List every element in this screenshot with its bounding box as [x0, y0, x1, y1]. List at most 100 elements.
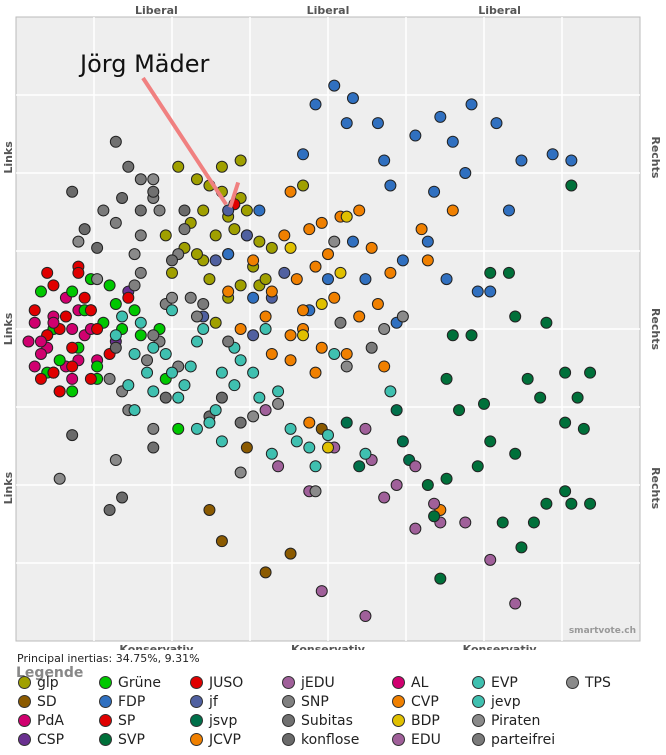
- data-point-piraten: [340, 360, 353, 373]
- legend-swatch: [282, 676, 295, 689]
- data-point-sp: [122, 291, 135, 304]
- annotation-arrow-shaft: [141, 76, 228, 206]
- data-point-jcvp: [353, 310, 366, 323]
- legend-item: BDP: [392, 711, 440, 730]
- legend-item: glp: [18, 673, 59, 692]
- legend-item: jEDU: [282, 673, 335, 692]
- data-point-gr-ne: [103, 279, 116, 292]
- data-point-fdp: [222, 248, 235, 261]
- data-point-edu: [315, 585, 328, 598]
- legend-swatch: [472, 695, 485, 708]
- legend-swatch: [392, 733, 405, 746]
- data-point-konflose: [103, 503, 116, 516]
- data-point-parteifrei: [197, 298, 210, 311]
- data-point-svp: [540, 497, 553, 510]
- data-point-evp: [215, 366, 228, 379]
- legend-item: CSP: [18, 730, 64, 749]
- data-point-edu: [378, 491, 391, 504]
- data-point-pda: [22, 335, 35, 348]
- legend-swatch: [282, 733, 295, 746]
- data-point-piraten: [378, 323, 391, 335]
- data-point-konflose: [66, 429, 79, 442]
- data-point-svp: [534, 391, 547, 404]
- data-point-svp: [440, 372, 453, 385]
- data-point-gr-ne: [134, 329, 147, 342]
- data-point-sd: [240, 441, 253, 454]
- axis-label-bottom: Konservativ: [119, 643, 194, 650]
- data-point-snp: [134, 266, 147, 279]
- data-point-cvp: [371, 298, 384, 311]
- data-point-glp: [159, 229, 172, 242]
- data-point-jevp: [303, 441, 316, 454]
- data-point-svp: [540, 316, 553, 329]
- data-point-svp: [527, 516, 540, 529]
- legend-swatch: [190, 695, 203, 708]
- data-point-jsvp: [353, 460, 366, 473]
- data-point-snp: [141, 354, 154, 367]
- data-point-pda: [28, 316, 41, 329]
- data-point-sd: [203, 503, 216, 516]
- legend-swatch: [18, 733, 31, 746]
- data-point-subitas: [147, 185, 160, 198]
- data-point-evp: [253, 391, 266, 404]
- data-point-jcvp: [309, 260, 322, 273]
- legend-label: konflose: [301, 731, 360, 748]
- data-point-gr-ne: [53, 354, 66, 367]
- legend-item: jsvp: [190, 711, 237, 730]
- legend-label: FDP: [118, 693, 146, 710]
- data-point-fdp: [446, 135, 459, 148]
- data-point-sp: [66, 341, 79, 354]
- data-point-subitas: [134, 204, 147, 217]
- data-point-parteifrei: [97, 204, 110, 217]
- data-point-cvp: [222, 285, 235, 298]
- legend-title: Legende: [16, 665, 84, 681]
- legend-item: AL: [392, 673, 428, 692]
- data-point-evp: [147, 385, 160, 398]
- data-point-tps: [247, 410, 260, 423]
- annotation: Jörg Mäder: [78, 50, 241, 209]
- legend-label: CSP: [37, 731, 65, 748]
- data-point-evp: [328, 347, 341, 360]
- data-point-glp: [203, 273, 216, 286]
- data-point-sp: [53, 385, 66, 398]
- data-point-jf: [209, 254, 222, 267]
- data-point-evp: [134, 316, 147, 329]
- axis-label-top: Liberal: [307, 4, 350, 17]
- data-point-snp: [134, 229, 147, 242]
- data-point-jevp: [116, 310, 129, 323]
- legend-item: parteifrei: [472, 730, 555, 749]
- legend-swatch: [18, 714, 31, 727]
- axis-label-left: Links: [2, 312, 15, 345]
- data-point-glp: [190, 173, 203, 186]
- data-point-evp: [259, 323, 272, 335]
- data-point-edu: [459, 516, 472, 529]
- data-point-pda: [66, 372, 79, 385]
- data-point-al: [34, 335, 47, 348]
- legend-swatch: [18, 676, 31, 689]
- data-point-cvp: [353, 204, 366, 217]
- data-point-konflose: [91, 241, 104, 254]
- data-point-jevp: [228, 379, 241, 392]
- data-point-jevp: [147, 341, 160, 354]
- data-point-fdp: [322, 273, 334, 286]
- legend-label: AL: [411, 674, 429, 691]
- scatter-plot: Liberal Liberal Liberal Konservativ Konserva…: [2, 4, 662, 650]
- data-point-tps: [91, 273, 104, 286]
- legend-swatch: [472, 733, 485, 746]
- data-point-edu: [428, 497, 441, 510]
- data-point-subitas: [122, 160, 135, 173]
- data-point-fdp: [546, 148, 559, 161]
- data-point-fdp: [465, 98, 478, 111]
- data-point-sp: [72, 266, 85, 279]
- data-point-glp: [265, 241, 278, 254]
- data-point-snp: [103, 372, 116, 385]
- data-point-svp: [584, 366, 597, 379]
- axis-label-right: Rechts: [649, 136, 662, 179]
- data-point-jevp: [184, 360, 197, 373]
- data-point-evp: [122, 379, 135, 392]
- data-point-sp: [84, 372, 97, 385]
- data-point-gr-ne: [66, 385, 79, 398]
- legend-swatch: [190, 714, 203, 727]
- legend-item: SP: [99, 711, 135, 730]
- legend-label: SNP: [301, 693, 329, 710]
